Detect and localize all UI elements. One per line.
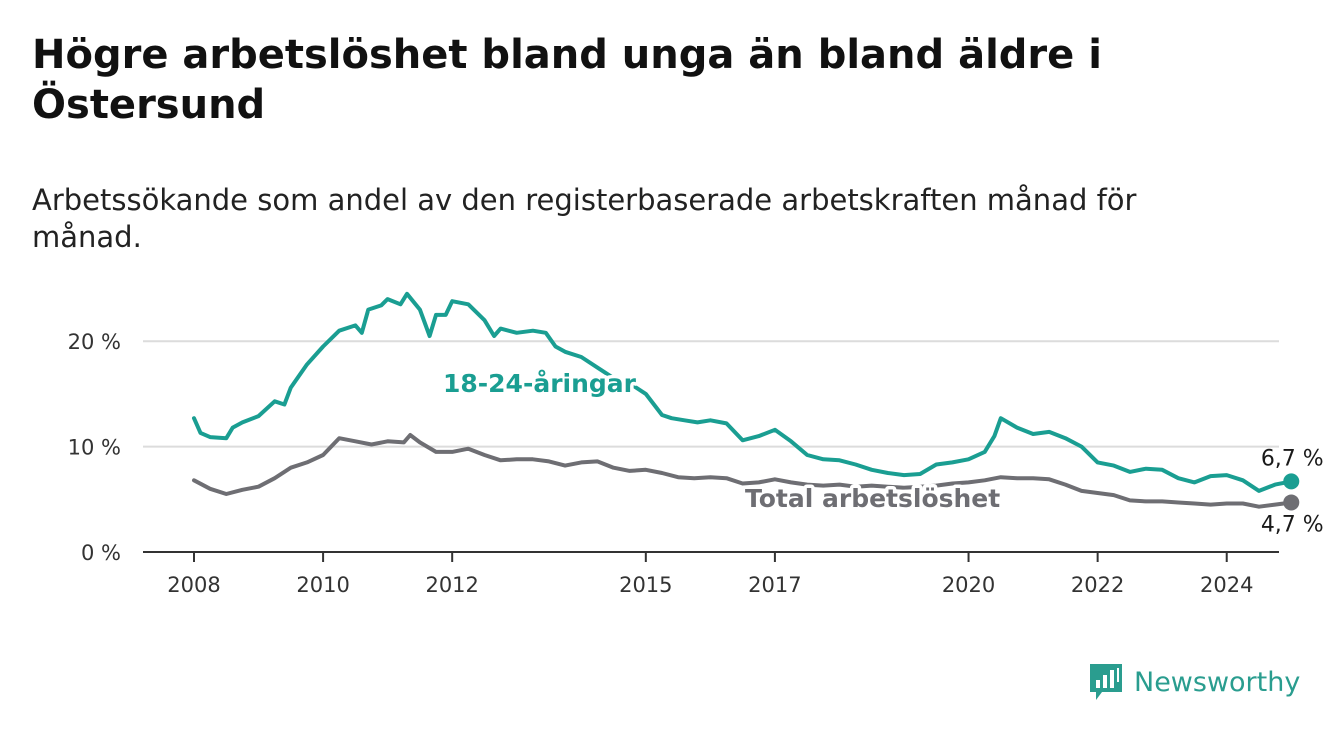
series-line-total — [192, 433, 1294, 509]
x-tick-label: 2017 — [748, 573, 801, 597]
x-tick-label: 2015 — [619, 573, 672, 597]
x-tick-label: 2010 — [296, 573, 349, 597]
y-tick-label: 20 % — [68, 330, 121, 354]
x-tick-label: 2022 — [1071, 573, 1124, 597]
x-tick-label: 2008 — [167, 573, 220, 597]
series-label-unga: 18-24-åringar — [443, 369, 637, 398]
end-point-total — [1283, 494, 1300, 511]
brand-name: Newsworthy — [1134, 666, 1301, 698]
axes: 0 % 10 % 20 % 2008 2010 2012 2015 2017 2020 2022 2… — [68, 330, 1279, 597]
chart-subtitle: Arbetssökande som andel av den registerb… — [32, 183, 1137, 254]
x-tick-label: 2012 — [425, 573, 478, 597]
chart-title: Högre arbetslöshet bland unga än bland ä… — [32, 32, 1102, 128]
end-point-unga — [1283, 473, 1300, 490]
series-lines — [192, 291, 1300, 511]
bar-chart-icon — [1090, 664, 1122, 700]
newsworthy-logo: Newsworthy — [1088, 660, 1300, 704]
series-labels: 18-24-åringar Total arbetslöshet 6,7 % 4,7 … — [440, 366, 1324, 538]
y-tick-label: 0 % — [81, 541, 121, 565]
x-tick-label: 2020 — [942, 573, 995, 597]
series-line-unga — [192, 291, 1294, 493]
x-tick-label: 2024 — [1200, 573, 1253, 597]
end-label-unga: 6,7 % — [1261, 446, 1324, 471]
y-tick-label: 10 % — [68, 436, 121, 460]
series-label-total: Total arbetslöshet — [745, 484, 1000, 513]
end-label-total: 4,7 % — [1261, 512, 1324, 537]
